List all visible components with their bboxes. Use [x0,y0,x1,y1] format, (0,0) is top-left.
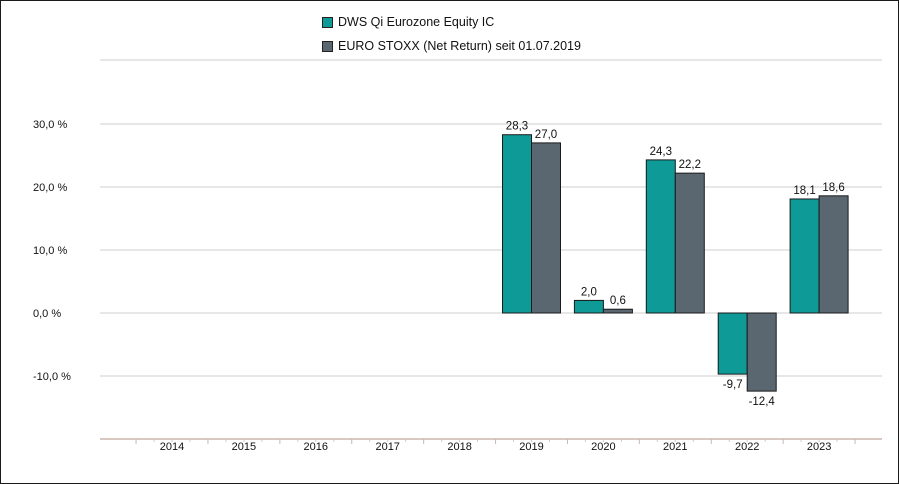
bar-series-1 [645,159,676,314]
data-label-series-2: 22,2 [679,159,701,171]
legend-swatch-series-1 [322,16,333,28]
x-tick-label: 2023 [807,441,831,453]
x-tick-label: 2020 [591,441,615,453]
y-tick-label: 30,0 % [33,119,67,131]
data-label-series-2: 18,6 [822,182,844,194]
bar-series-1 [502,134,532,314]
legend-item-series-2: EURO STOXX (Net Return) seit 01.07.2019 [322,36,581,56]
data-label-series-1: 2,0 [581,286,597,298]
x-tick-label: 2021 [663,441,687,453]
y-tick-label: 0,0 % [33,308,61,320]
bar-series-1 [717,312,748,375]
x-tick-label: 2019 [519,441,543,453]
bar-series-2 [531,142,561,314]
data-label-series-1: 24,3 [650,146,672,158]
legend-label-series-1: DWS Qi Eurozone Equity IC [338,15,495,29]
x-tick-label: 2018 [447,441,471,453]
x-tick-label: 2017 [375,441,399,453]
data-label-series-1: -9,7 [723,379,743,391]
bar-series-2 [602,308,633,314]
bar-series-1 [789,198,820,314]
x-tick-label: 2022 [735,441,759,453]
legend-swatch-series-2 [322,40,333,52]
data-label-series-1: 18,1 [793,185,815,197]
y-tick-label: 20,0 % [33,182,67,194]
legend-label-series-2: EURO STOXX (Net Return) seit 01.07.2019 [338,39,581,53]
data-label-series-2: 27,0 [535,129,557,141]
data-label-series-2: 0,6 [610,295,626,307]
bar-series-2 [818,195,849,314]
legend: DWS Qi Eurozone Equity IC EURO STOXX (Ne… [322,12,581,60]
x-tick-label: 2015 [232,441,256,453]
legend-item-series-1: DWS Qi Eurozone Equity IC [322,12,581,32]
bar-series-2 [674,172,705,314]
data-label-series-1: 28,3 [506,121,528,133]
y-tick-label: 10,0 % [33,245,67,257]
bar-series-1 [573,299,604,314]
x-tick-label: 2016 [304,441,328,453]
data-label-series-2: -12,4 [749,396,776,408]
bar-series-2 [746,312,777,392]
y-tick-label: -10,0 % [33,371,71,383]
x-tick-label: 2014 [160,441,184,453]
